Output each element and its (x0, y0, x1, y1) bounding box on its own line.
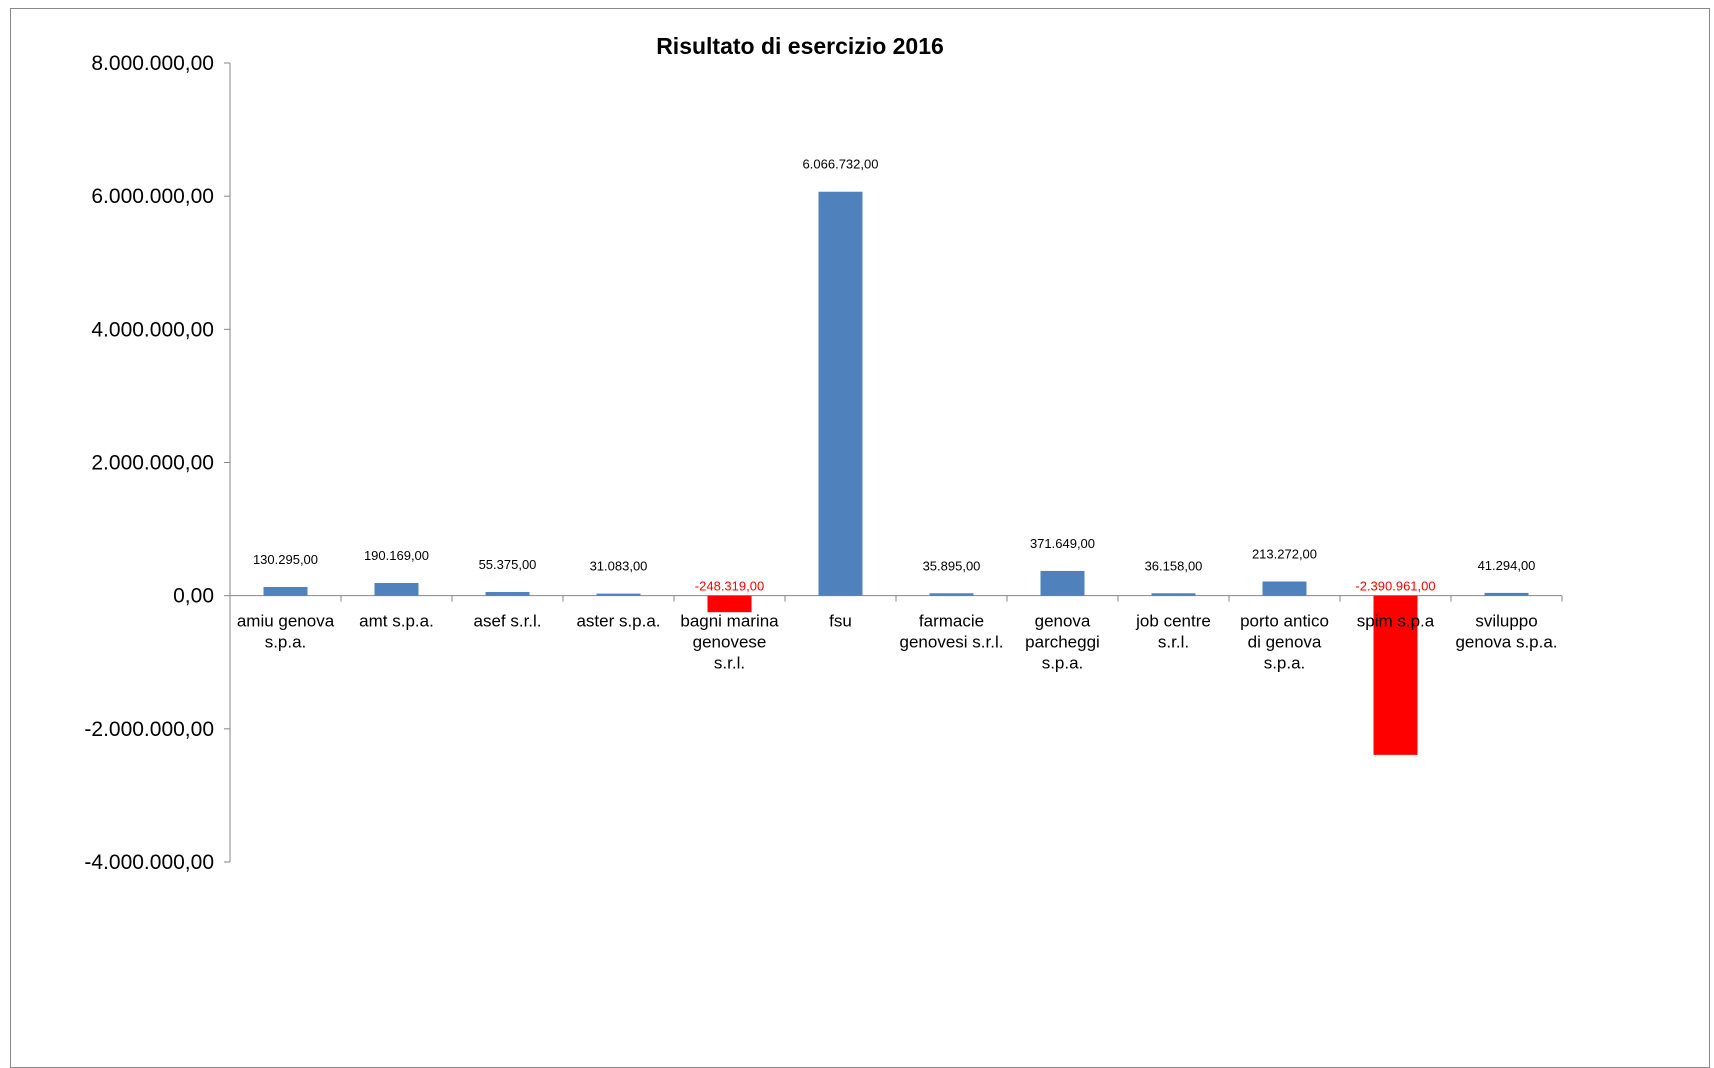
category-label: asef s.r.l. (473, 612, 541, 631)
data-label: 35.895,00 (923, 558, 981, 573)
category-label-line: bagni marina (680, 612, 779, 631)
category-label-line: amiu genova (237, 612, 335, 631)
category-labels: amiu genova s.p.a. amt s.p.a. asef s.r.l. as… (237, 612, 1558, 673)
category-label: farmacie genovesi s.r.l. (900, 612, 1004, 652)
data-label: 6.066.732,00 (803, 157, 879, 172)
category-label: bagni marina genovese s.r.l. (680, 612, 779, 673)
category-label-line: genova s.p.a. (1455, 633, 1557, 652)
category-label-line: genovese (693, 633, 767, 652)
category-label: sviluppo genova s.p.a. (1455, 612, 1557, 652)
category-label: aster s.p.a. (576, 612, 660, 631)
category-label: porto antico di genova s.p.a. (1240, 612, 1329, 673)
bar (1484, 592, 1529, 596)
category-label-line: amt s.p.a. (359, 612, 434, 631)
bar (485, 591, 530, 596)
data-label: -2.390.961,00 (1355, 579, 1435, 594)
bar (1373, 595, 1418, 755)
y-tick-label: -2.000.000,00 (84, 718, 214, 741)
bar (374, 583, 419, 596)
category-label-line: di genova (1248, 633, 1322, 652)
bars (263, 191, 1529, 755)
category-label-line: parcheggi (1025, 633, 1100, 652)
category-label: fsu (829, 612, 852, 631)
category-label-line: porto antico (1240, 612, 1329, 631)
data-label: 130.295,00 (253, 552, 318, 567)
category-label-line: spim s.p.a (1357, 612, 1435, 631)
data-label: 41.294,00 (1478, 558, 1536, 573)
data-label: 190.169,00 (364, 548, 429, 563)
bar (929, 593, 974, 596)
category-label-line: genova (1035, 612, 1091, 631)
category-label-line: job centre (1135, 612, 1211, 631)
data-label: -248.319,00 (695, 579, 764, 594)
y-tick-label: 4.000.000,00 (91, 318, 214, 341)
category-label: job centre s.r.l. (1135, 612, 1211, 652)
y-tick-label: 2.000.000,00 (91, 452, 214, 475)
category-label-line: sviluppo (1475, 612, 1537, 631)
category-label-line: s.p.a. (1042, 654, 1084, 673)
bar (707, 595, 752, 613)
bar (596, 593, 641, 596)
category-label-line: s.p.a. (1264, 654, 1306, 673)
bar (1262, 581, 1307, 596)
chart-title: Risultato di esercizio 2016 (656, 33, 944, 59)
category-label-line: farmacie (919, 612, 984, 631)
bar (1151, 593, 1196, 596)
y-axis: 8.000.000,00 6.000.000,00 4.000.000,00 2.00… (84, 52, 231, 874)
category-label-line: genovesi s.r.l. (900, 633, 1004, 652)
category-label-line: asef s.r.l. (473, 612, 541, 631)
y-tick-label: -4.000.000,00 (84, 851, 214, 874)
category-label: genova parcheggi s.p.a. (1025, 612, 1100, 673)
category-label-line: s.p.a. (265, 633, 307, 652)
y-tick-label: 0,00 (173, 585, 214, 608)
category-label: amt s.p.a. (359, 612, 434, 631)
bar (1040, 570, 1085, 596)
y-tick-label: 8.000.000,00 (91, 52, 214, 75)
data-label: 31.083,00 (590, 559, 648, 574)
y-tick-label: 6.000.000,00 (91, 185, 214, 208)
category-label: spim s.p.a (1357, 612, 1435, 631)
data-label: 36.158,00 (1145, 558, 1203, 573)
data-label: 213.272,00 (1252, 546, 1317, 561)
x-axis (229, 595, 1563, 602)
data-label: 55.375,00 (479, 557, 537, 572)
bar (818, 191, 863, 596)
category-label: amiu genova s.p.a. (237, 612, 335, 652)
category-label-line: s.r.l. (714, 654, 745, 673)
category-label-line: aster s.p.a. (576, 612, 660, 631)
bar (263, 586, 308, 596)
category-label-line: fsu (829, 612, 852, 631)
category-label-line: s.r.l. (1158, 633, 1189, 652)
data-labels: 130.295,00 190.169,00 55.375,00 31.083,00 -2… (253, 157, 1535, 594)
data-label: 371.649,00 (1030, 536, 1095, 551)
